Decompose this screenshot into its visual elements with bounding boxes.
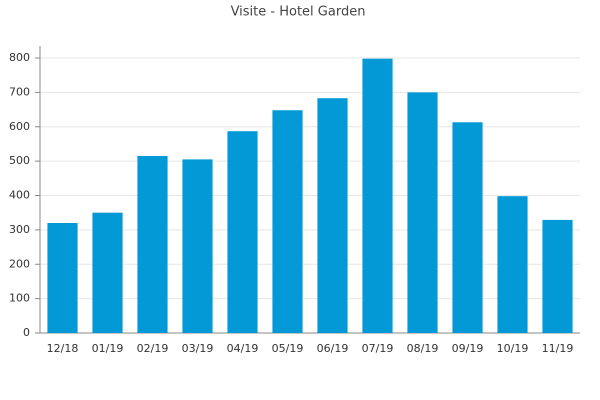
y-tick-label: 400 — [9, 189, 30, 202]
y-tick-label: 0 — [23, 326, 30, 339]
bar — [272, 110, 303, 333]
x-tick-label: 07/19 — [362, 342, 394, 355]
x-tick-label: 10/19 — [497, 342, 529, 355]
y-tick-label: 200 — [9, 257, 30, 270]
x-tick-label: 04/19 — [227, 342, 259, 355]
y-tick-label: 600 — [9, 120, 30, 133]
bar — [362, 58, 393, 333]
bar — [407, 92, 438, 333]
x-tick-label: 09/19 — [452, 342, 484, 355]
bar — [452, 122, 483, 333]
x-tick-label: 08/19 — [407, 342, 439, 355]
x-tick-label: 05/19 — [272, 342, 304, 355]
x-tick-label: 02/19 — [137, 342, 169, 355]
bar — [227, 131, 258, 333]
y-tick-label: 300 — [9, 223, 30, 236]
y-tick-label: 700 — [9, 85, 30, 98]
bar — [47, 223, 78, 333]
chart-title: Visite - Hotel Garden — [231, 5, 366, 20]
bar — [137, 155, 168, 333]
bar — [497, 196, 528, 333]
x-tick-label: 12/18 — [47, 342, 79, 355]
y-tick-label: 800 — [9, 51, 30, 64]
x-tick-label: 03/19 — [182, 342, 214, 355]
bar — [542, 219, 573, 333]
y-tick-label: 500 — [9, 154, 30, 167]
bar — [317, 98, 348, 333]
y-tick-label: 100 — [9, 292, 30, 305]
x-tick-label: 06/19 — [317, 342, 349, 355]
x-tick-label: 01/19 — [92, 342, 124, 355]
bar — [92, 212, 123, 333]
x-tick-label: 11/19 — [542, 342, 574, 355]
bar — [182, 159, 213, 333]
